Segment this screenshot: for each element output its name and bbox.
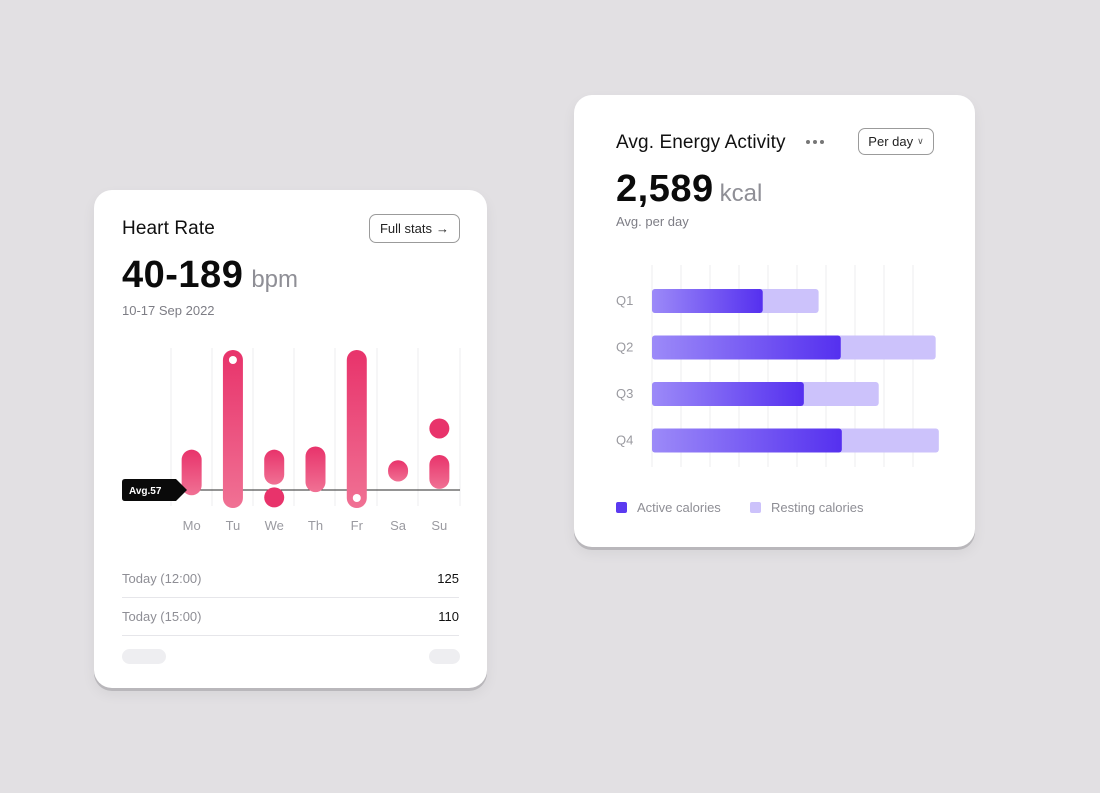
x-tick-label: Th: [308, 518, 323, 533]
full-stats-label: Full stats: [379, 221, 432, 236]
average-tag-label: Avg.57: [129, 486, 162, 497]
legend-swatch-active: [616, 502, 627, 513]
period-select-label: Per day: [868, 134, 914, 149]
active-calories-bar: [652, 382, 804, 406]
x-tick-label: Su: [431, 518, 447, 533]
active-calories-bar: [652, 335, 841, 360]
energy-caption: Avg. per day: [616, 214, 689, 229]
y-tick-label: Q2: [616, 340, 633, 355]
heart-rate-bar: [264, 449, 285, 485]
row-value: 110: [438, 608, 459, 624]
energy-activity-card: Avg. Energy Activity Per day ∨ 2,589 kca…: [574, 95, 975, 547]
energy-chart: Q1 Q2 Q3 Q4: [616, 265, 939, 467]
x-tick-label: We: [265, 518, 284, 533]
heart-rate-chart: Mo Tu We Th Fr Sa Su Avg.57: [122, 348, 461, 533]
heart-rate-date-range: 10-17 Sep 2022: [122, 303, 215, 318]
bar-marker-dot: [352, 494, 361, 502]
heart-rate-bar: [388, 460, 409, 482]
placeholder-pill-left: [122, 649, 166, 664]
heart-rate-range-unit: bpm: [251, 266, 299, 293]
heart-rate-row: Today (15:00) 110: [122, 597, 459, 636]
legend-label-resting: Resting calories: [771, 500, 864, 515]
energy-value-unit: kcal: [719, 180, 763, 207]
heart-rate-row: Today (12:00) 125: [122, 559, 459, 598]
x-tick-label: Tu: [226, 518, 241, 533]
energy-value: 2,589 kcal: [616, 168, 762, 211]
heart-rate-range: 40-189 bpm: [122, 254, 298, 297]
heart-rate-outlier: [429, 418, 450, 439]
heart-rate-range-value: 40-189: [122, 254, 244, 296]
y-tick-label: Q3: [616, 386, 633, 401]
arrow-right-icon: →: [436, 221, 449, 236]
heart-rate-bar: [346, 350, 367, 508]
heart-rate-bar: [305, 446, 326, 493]
chevron-down-icon: ∨: [917, 136, 924, 146]
active-calories-bar: [652, 289, 763, 313]
legend-swatch-resting: [750, 502, 761, 513]
x-tick-label: Sa: [390, 518, 407, 533]
row-label: Today (12:00): [122, 570, 202, 586]
heart-rate-bar: [429, 454, 450, 489]
heart-rate-title: Heart Rate: [122, 218, 215, 239]
placeholder-pill-right: [429, 649, 460, 664]
average-tag-shape: [122, 478, 187, 501]
legend-active: Active calories: [616, 500, 721, 515]
heart-rate-outlier: [264, 487, 285, 508]
full-stats-button[interactable]: Full stats →: [369, 214, 460, 243]
average-tag: Avg.57: [122, 478, 187, 501]
x-tick-label: Fr: [351, 518, 364, 533]
heart-rate-bar: [181, 449, 202, 496]
y-tick-label: Q4: [616, 433, 633, 448]
y-tick-label: Q1: [616, 293, 633, 308]
heart-rate-card: Heart Rate Full stats → 40-189 bpm 10-17…: [94, 190, 487, 688]
more-options-icon[interactable]: [806, 140, 824, 144]
row-value: 125: [437, 570, 459, 586]
bar-marker-dot: [228, 356, 237, 364]
x-tick-label: Mo: [183, 518, 201, 533]
row-label: Today (15:00): [122, 608, 202, 624]
heart-rate-bar: [222, 350, 243, 508]
legend-resting: Resting calories: [750, 500, 864, 515]
energy-value-number: 2,589: [616, 168, 714, 210]
legend-label-active: Active calories: [637, 500, 721, 515]
active-calories-bar: [652, 428, 842, 453]
energy-title: Avg. Energy Activity: [616, 132, 786, 153]
period-select[interactable]: Per day ∨: [858, 128, 934, 155]
